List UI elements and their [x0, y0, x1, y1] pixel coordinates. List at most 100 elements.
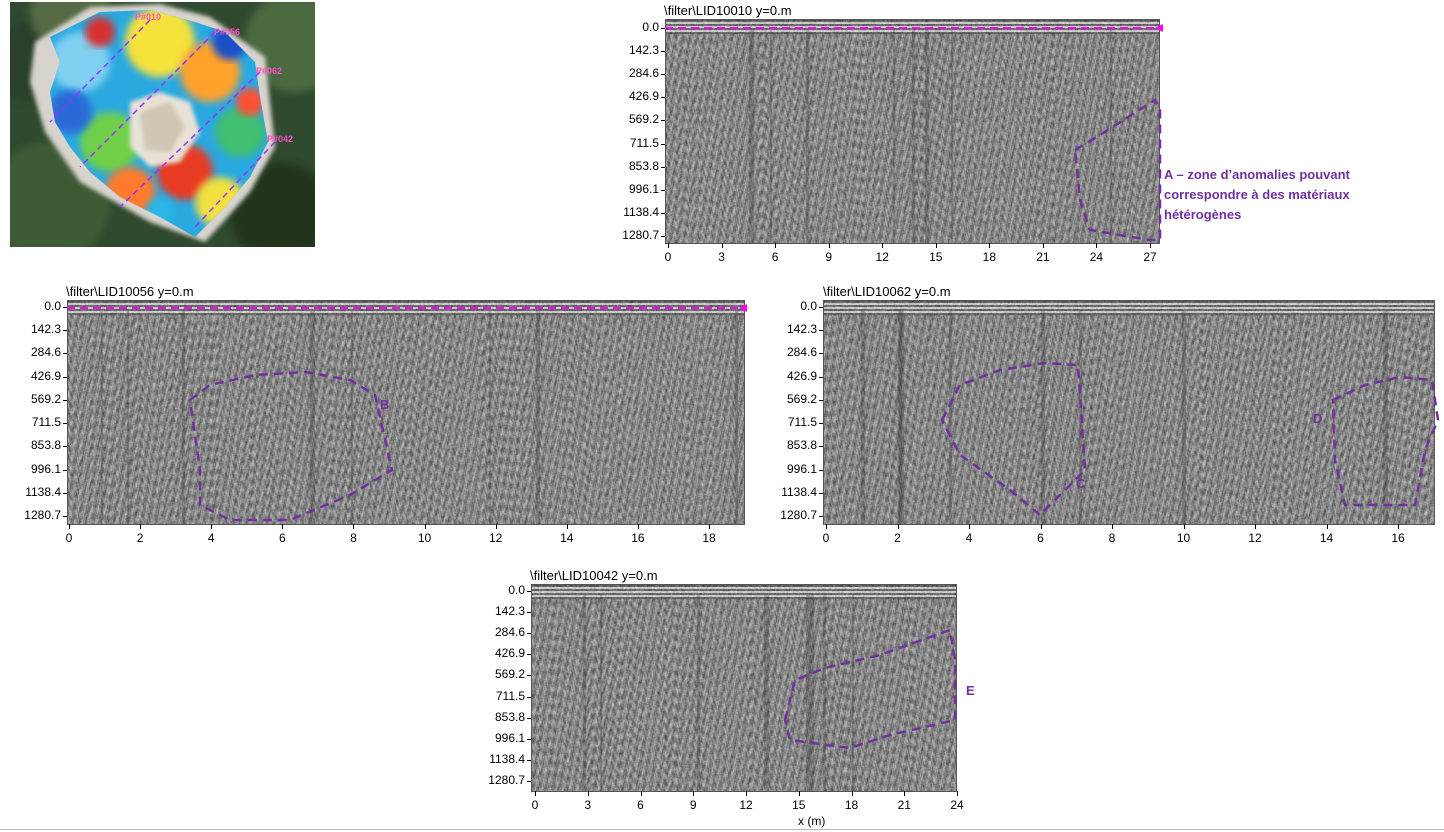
y-tick-mark: [527, 759, 531, 761]
y-tick-mark: [63, 516, 67, 517]
y-tick-mark: [63, 330, 67, 332]
y-tick-mark: [63, 492, 67, 494]
y-tick-mark: [63, 353, 67, 355]
x-tick-label: 14: [560, 531, 574, 545]
x-tick-label: 24: [1089, 250, 1104, 264]
annotation-a: A – zone d’anomalies pouvant correspondr…: [1164, 165, 1350, 225]
x-tick-label: 21: [897, 798, 911, 812]
x-tick-label: 0: [531, 798, 539, 812]
y-tick-label: 569.2: [494, 667, 525, 682]
y-tick-mark: [661, 120, 665, 122]
x-tick-label: 12: [1248, 531, 1262, 545]
x-tick-mark: [566, 524, 568, 529]
x-tick-label: 12: [875, 250, 889, 264]
zone-label-b: B: [380, 397, 390, 412]
y-tick-label: 853.8: [30, 438, 61, 453]
x-tick-label: 4: [207, 531, 215, 545]
x-tick-label: 21: [1036, 250, 1050, 264]
x-tick-mark: [495, 524, 497, 529]
y-tick-mark: [63, 399, 67, 401]
profile-title-lid10056: \filter\LID10056 y=0.m: [66, 284, 194, 299]
x-tick-label: 0: [822, 531, 830, 545]
x-tick-label: 18: [844, 798, 859, 812]
y-tick-mark: [661, 28, 665, 29]
x-tick-mark: [1112, 524, 1113, 529]
y-tick-label: 142.3: [786, 322, 817, 337]
x-tick-label: 10: [1176, 531, 1191, 545]
survey-arrow-lid10056: [739, 304, 747, 312]
y-tick-label: 996.1: [494, 730, 525, 745]
y-tick-label: 284.6: [628, 66, 659, 81]
y-tick-label: 1138.4: [25, 484, 61, 499]
bottom-rule: [0, 829, 1444, 830]
x-tick-label: 6: [637, 798, 644, 812]
y-tick-mark: [527, 612, 531, 614]
x-tick-mark: [587, 791, 589, 796]
y-tick-label: 284.6: [30, 345, 61, 360]
y-tick-label: 284.6: [494, 625, 525, 640]
y-tick-label: 426.9: [786, 368, 817, 383]
y-tick-mark: [661, 212, 665, 214]
y-tick-label: 1280.7: [780, 508, 817, 522]
y-tick-label: 0.0: [44, 299, 61, 313]
radargram-canvas-p010: [666, 20, 1159, 243]
y-tick-label: 426.9: [628, 89, 659, 104]
annotation-a-line-2: correspondre à des matériaux: [1164, 187, 1350, 202]
zone-label-c: C: [1076, 476, 1086, 491]
radargram-canvas-p042: [532, 585, 956, 791]
x-tick-mark: [424, 524, 426, 529]
y-tick-mark: [527, 717, 531, 719]
zone-outline-e: [783, 628, 957, 750]
x-tick-label: 10: [417, 531, 432, 545]
x-tick-label: 6: [1037, 531, 1044, 545]
y-tick-mark: [819, 469, 823, 471]
x-tick-label: 6: [771, 250, 779, 264]
y-tick-label: 142.3: [494, 604, 525, 619]
y-tick-label: 0.0: [642, 20, 659, 34]
zone-outline-c: [940, 361, 1087, 517]
gpr-profile-lid10056: [67, 300, 745, 525]
x-tick-mark: [904, 791, 906, 796]
x-tick-mark: [637, 524, 639, 529]
y-tick-label: 0.0: [800, 299, 817, 313]
x-tick-label: 18: [702, 531, 716, 545]
y-tick-label: 853.8: [494, 709, 525, 724]
x-tick-mark: [989, 243, 991, 248]
x-tick-mark: [851, 791, 853, 796]
map-label-p056: P#056: [214, 27, 241, 37]
y-tick-label: 711.5: [629, 135, 659, 150]
y-tick-mark: [819, 376, 823, 378]
y-tick-label: 0.0: [508, 583, 525, 597]
y-tick-mark: [63, 307, 67, 308]
x-tick-mark: [709, 524, 710, 529]
y-tick-label: 1138.4: [489, 751, 525, 766]
y-tick-mark: [819, 492, 823, 494]
y-tick-mark: [661, 236, 665, 237]
annotation-a-line-1: A – zone d’anomalies pouvant: [1164, 167, 1350, 182]
x-tick-mark: [69, 524, 70, 529]
profile-title-lid10010: \filter\LID10010 y=0.m: [664, 3, 792, 18]
y-tick-label: 1280.7: [24, 508, 61, 522]
x-tick-mark: [746, 791, 747, 796]
x-tick-mark: [140, 524, 142, 529]
x-tick-mark: [1096, 243, 1098, 248]
y-tick-mark: [63, 423, 67, 425]
site-map: P#010 P#056 P#062 P#042: [10, 2, 315, 247]
y-tick-mark: [527, 591, 531, 592]
x-tick-label: 4: [965, 531, 973, 545]
x-tick-mark: [775, 243, 777, 248]
y-tick-mark: [661, 51, 665, 53]
y-tick-mark: [527, 654, 531, 656]
x-tick-mark: [826, 524, 827, 529]
y-tick-mark: [819, 330, 823, 332]
x-tick-label: 16: [1391, 531, 1405, 545]
x-tick-label: 3: [718, 250, 725, 264]
radargram-canvas-p056: [68, 301, 744, 524]
y-tick-mark: [661, 143, 665, 145]
x-tick-mark: [798, 791, 800, 796]
x-tick-label: 0: [65, 531, 73, 545]
profile-title-lid10042: \filter\LID10042 y=0.m: [530, 568, 658, 583]
y-tick-label: 853.8: [628, 158, 659, 173]
